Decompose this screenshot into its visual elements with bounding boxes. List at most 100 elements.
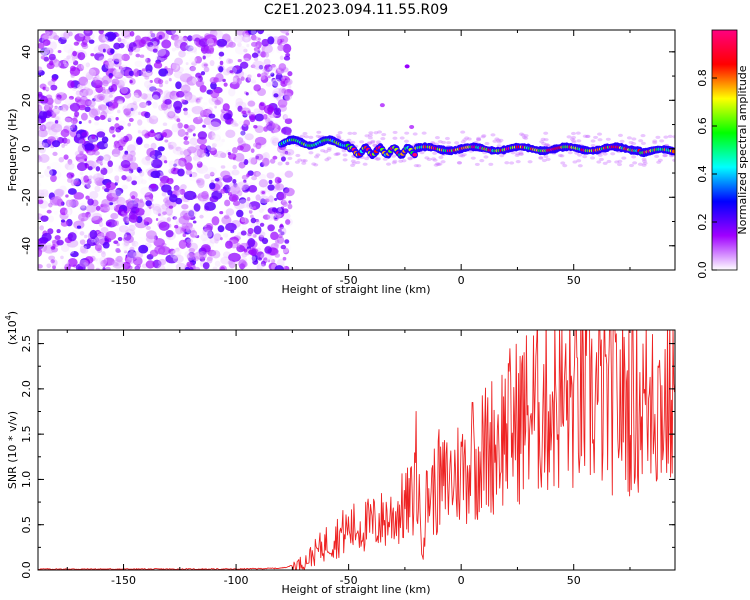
- heatmap-cell: [145, 155, 151, 161]
- heatmap-cell: [240, 230, 247, 236]
- heatmap-cell: [295, 153, 301, 158]
- heatmap-cell: [454, 141, 460, 145]
- heatmap-cell: [240, 130, 246, 136]
- heatmap-cell: [102, 241, 110, 249]
- heatmap-cell: [223, 104, 230, 110]
- heatmap-cell: [407, 157, 413, 161]
- heatmap-cell: [115, 179, 120, 184]
- heatmap-cell: [253, 257, 258, 262]
- heatmap-cell: [178, 215, 190, 225]
- heatmap-cell: [148, 115, 159, 125]
- heatmap-cell: [232, 164, 237, 170]
- heatmap-cell: [147, 31, 157, 39]
- heatmap-cell: [85, 81, 92, 89]
- heatmap-cell: [93, 64, 98, 68]
- heatmap-cell: [120, 86, 128, 94]
- heatmap-cell: [105, 181, 117, 191]
- heatmap-cell: [602, 152, 608, 156]
- heatmap-cell: [126, 251, 138, 261]
- heatmap-cell: [162, 132, 168, 138]
- heatmap-cell: [412, 132, 418, 136]
- heatmap-cell: [207, 131, 216, 140]
- heatmap-cell: [509, 161, 515, 165]
- heatmap-cell: [73, 220, 85, 230]
- heatmap-cell: [336, 135, 342, 139]
- heatmap-cell: [642, 159, 648, 163]
- heatmap-cell: [156, 134, 161, 139]
- heatmap-cell: [235, 97, 244, 107]
- heatmap-cell: [122, 261, 131, 270]
- heatmap-cell: [259, 102, 265, 107]
- heatmap-cell: [38, 66, 43, 73]
- heatmap-cell: [138, 236, 144, 243]
- heatmap-cell: [278, 226, 287, 236]
- heatmap-cell: [116, 196, 126, 206]
- heatmap-cell: [350, 163, 356, 168]
- heatmap-cell: [173, 159, 185, 169]
- heatmap-cell: [47, 228, 54, 235]
- heatmap-cell: [232, 200, 240, 206]
- heatmap-cell: [128, 214, 139, 223]
- heatmap-cell: [107, 116, 116, 124]
- heatmap-cell: [170, 96, 175, 100]
- heatmap-cell: [246, 196, 251, 202]
- heatmap-cell: [246, 43, 250, 48]
- heatmap-cell: [560, 161, 566, 165]
- heatmap-cell: [123, 250, 128, 254]
- heatmap-cell: [178, 157, 187, 167]
- heatmap-cell: [220, 165, 226, 169]
- heatmap-cell: [419, 151, 425, 155]
- heatmap-cell: [182, 35, 188, 42]
- snr-y-axis-label: SNR (10 * v/v): [6, 411, 19, 489]
- heatmap-cell: [164, 196, 169, 200]
- heatmap-cell: [283, 265, 290, 270]
- heatmap-cell: [377, 130, 383, 134]
- x-tick-label: -100: [224, 574, 249, 587]
- heatmap-cell: [117, 236, 123, 242]
- heatmap-cell: [234, 45, 247, 55]
- heatmap-cell: [283, 55, 291, 61]
- x-tick-label: 50: [567, 574, 581, 587]
- heatmap-cell: [50, 84, 58, 91]
- heatmap-cell: [143, 143, 150, 149]
- heatmap-cell: [280, 156, 286, 162]
- heatmap-cell: [65, 199, 73, 208]
- heatmap-cell: [202, 224, 207, 228]
- heatmap-cell: [299, 134, 305, 138]
- heatmap-cell: [116, 86, 120, 91]
- heatmap-cell: [241, 135, 246, 139]
- heatmap-cell: [457, 161, 463, 165]
- heatmap-cell: [97, 232, 105, 238]
- heatmap-cell: [38, 247, 43, 258]
- heatmap-cell: [190, 106, 198, 113]
- heatmap-cell: [466, 137, 472, 141]
- heatmap-cell: [211, 142, 217, 148]
- y-tick-label: 2.0: [20, 380, 33, 398]
- heatmap-cell: [251, 52, 259, 59]
- heatmap-cell: [270, 72, 275, 77]
- heatmap-cell: [324, 158, 330, 162]
- heatmap-cell: [181, 210, 186, 216]
- heatmap-cell: [94, 121, 99, 126]
- y-tick-label: 40: [20, 45, 33, 59]
- heatmap-cell: [209, 147, 217, 156]
- heatmap-cell: [206, 142, 217, 152]
- heatmap-cell: [663, 135, 669, 139]
- heatmap-cell: [203, 66, 210, 73]
- heatmap-cell: [105, 219, 118, 228]
- heatmap-cell: [238, 197, 247, 204]
- heatmap-cell: [48, 255, 56, 261]
- heatmap-cell: [284, 95, 291, 102]
- heatmap-cell: [145, 64, 153, 74]
- heatmap-cell: [123, 235, 134, 244]
- heatmap-cell: [54, 178, 64, 187]
- heatmap-cell: [156, 47, 167, 57]
- heatmap-cell: [617, 159, 623, 163]
- heatmap-cell: [38, 104, 43, 113]
- heatmap-cell: [577, 164, 583, 168]
- heatmap-cell: [144, 75, 150, 80]
- heatmap-cell: [106, 147, 112, 153]
- heatmap-cell: [211, 250, 221, 259]
- heatmap-cell: [182, 233, 187, 238]
- heatmap-cell: [132, 46, 141, 53]
